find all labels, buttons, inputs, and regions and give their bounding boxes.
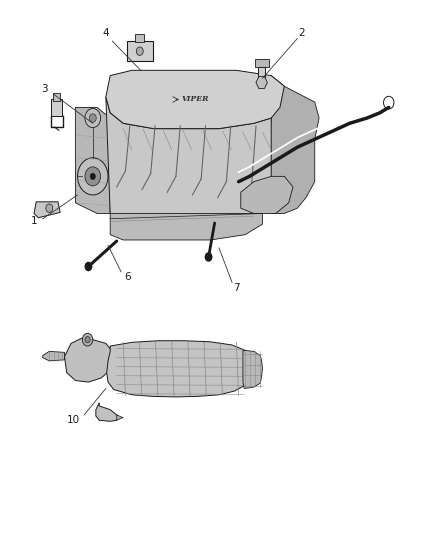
Circle shape: [85, 109, 101, 127]
Bar: [258, 67, 265, 78]
Text: VIPER: VIPER: [181, 95, 209, 103]
Text: 1: 1: [31, 216, 37, 227]
Text: 2: 2: [298, 28, 305, 38]
Circle shape: [82, 333, 93, 346]
Text: 4: 4: [102, 28, 109, 38]
Circle shape: [46, 204, 53, 213]
Bar: [254, 59, 268, 67]
Bar: [127, 41, 153, 61]
Polygon shape: [43, 351, 64, 361]
Polygon shape: [106, 97, 271, 219]
Circle shape: [85, 167, 101, 186]
Polygon shape: [241, 176, 293, 214]
Text: 6: 6: [124, 272, 131, 282]
Text: 10: 10: [67, 415, 80, 425]
Circle shape: [78, 158, 108, 195]
Text: 7: 7: [233, 282, 240, 293]
Circle shape: [85, 336, 90, 343]
Polygon shape: [262, 76, 319, 214]
Circle shape: [205, 252, 212, 262]
Polygon shape: [106, 70, 284, 128]
Circle shape: [85, 262, 92, 271]
Polygon shape: [96, 403, 119, 421]
Polygon shape: [110, 214, 262, 240]
Circle shape: [136, 47, 143, 55]
Bar: [51, 100, 62, 116]
Polygon shape: [243, 350, 262, 389]
Text: 3: 3: [42, 84, 48, 94]
Circle shape: [90, 173, 95, 180]
Polygon shape: [64, 338, 114, 382]
Polygon shape: [34, 202, 60, 217]
Polygon shape: [107, 341, 253, 397]
Bar: [135, 34, 144, 42]
Polygon shape: [256, 77, 267, 88]
Circle shape: [89, 114, 96, 122]
Polygon shape: [117, 415, 123, 420]
Polygon shape: [75, 108, 110, 214]
Bar: [53, 93, 60, 101]
